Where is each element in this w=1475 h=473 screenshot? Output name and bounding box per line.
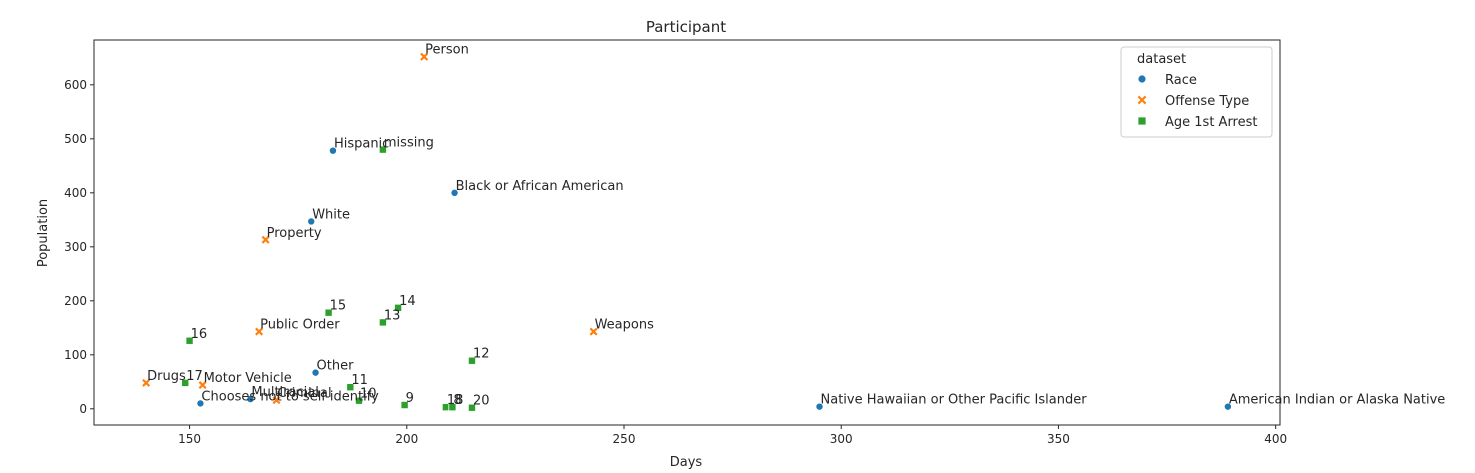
plot-frame [93, 39, 1281, 426]
offense-type-point [272, 396, 281, 405]
chart-title: Participant [646, 18, 726, 36]
age-1st-arrest-point [448, 403, 457, 412]
point-label: 16 [191, 327, 208, 342]
point-label: Property [267, 226, 322, 241]
age-1st-arrest-point [324, 308, 333, 317]
point-label: 8 [453, 393, 461, 408]
point-label: missing [384, 136, 434, 151]
point-label: 17 [186, 369, 203, 384]
x-tick-label: 150 [178, 432, 201, 446]
point-label: Native Hawaiian or Other Pacific Islande… [821, 393, 1088, 408]
point-label: Criminal [277, 386, 331, 401]
y-tick-label: 300 [64, 240, 87, 254]
offense-type-point [261, 235, 270, 244]
x-tick-label: 300 [830, 432, 853, 446]
point-label: 11 [351, 373, 368, 388]
age-1st-arrest-point [185, 336, 194, 345]
age-1st-arrest-point [355, 396, 364, 405]
offense-type-point [142, 378, 151, 387]
age-1st-arrest-point [394, 303, 403, 312]
legend-entry-label: Age 1st Arrest [1165, 115, 1258, 130]
y-axis-label: Population [36, 199, 51, 267]
point-label: 15 [330, 299, 347, 314]
race-point [450, 188, 459, 197]
point-label: Hispanic [334, 137, 389, 152]
legend-marker [1137, 95, 1147, 105]
x-tick-label: 400 [1264, 432, 1287, 446]
legend: dataset Race Offense Type Age 1st Arrest [1120, 46, 1273, 138]
point-label: 20 [473, 394, 490, 409]
offense-type-point [198, 381, 207, 390]
legend-marker [1137, 116, 1147, 126]
point-label: Person [425, 43, 469, 58]
point-label: Black or African American [456, 179, 624, 194]
point-label: Other [317, 359, 355, 374]
race-point [1223, 402, 1232, 411]
offense-type-point [589, 327, 598, 336]
y-tick-label: 500 [64, 132, 87, 146]
x-axis-label: Days [670, 455, 703, 470]
point-label: Chooses not to self-identify [201, 389, 379, 404]
age-1st-arrest-point [378, 145, 387, 154]
x-axis: 150 200 250 300 350 400 [178, 425, 1287, 446]
point-labels: Hispanic Black or African American White Ot… [147, 43, 1445, 409]
x-tick-label: 350 [1047, 432, 1070, 446]
y-tick-label: 0 [79, 402, 87, 416]
point-label: Public Order [260, 318, 340, 333]
point-label: 9 [406, 391, 414, 406]
point-label: Motor Vehicle [204, 371, 292, 386]
race-point [328, 146, 337, 155]
point-label: 12 [473, 347, 490, 362]
legend-entry-label: Race [1165, 73, 1197, 88]
plot-area [93, 39, 1281, 426]
legend-entry-label: Offense Type [1165, 94, 1249, 109]
y-tick-label: 200 [64, 294, 87, 308]
y-axis: 0 100 200 300 400 500 600 [64, 78, 94, 416]
race-point [307, 217, 316, 226]
point-label: 10 [360, 387, 377, 402]
race-point [311, 368, 320, 377]
age-1st-arrest-point [467, 356, 476, 365]
point-label: 13 [384, 308, 401, 323]
x-tick-label: 200 [395, 432, 418, 446]
age-1st-arrest-point [400, 401, 409, 410]
point-label: American Indian or Alaska Native [1229, 393, 1445, 408]
point-label: Multiracial [251, 385, 318, 400]
age-1st-arrest-point [467, 403, 476, 412]
race-point [246, 395, 255, 404]
point-label: Drugs [147, 369, 186, 384]
offense-type-point [420, 52, 429, 61]
y-tick-label: 400 [64, 186, 87, 200]
legend-marker [1137, 74, 1147, 84]
y-tick-label: 100 [64, 348, 87, 362]
age-1st-arrest-point [181, 378, 190, 387]
data-points [142, 52, 1232, 412]
point-label: Weapons [595, 318, 655, 333]
point-label: 18 [447, 393, 464, 408]
age-1st-arrest-point [346, 383, 355, 392]
race-point [196, 399, 205, 408]
age-1st-arrest-point [378, 318, 387, 327]
race-point [815, 402, 824, 411]
point-label: 14 [399, 294, 416, 309]
legend-title: dataset [1137, 52, 1186, 67]
y-tick-label: 600 [64, 78, 87, 92]
legend-box [1120, 46, 1273, 138]
x-tick-label: 250 [613, 432, 636, 446]
point-label: White [312, 207, 350, 222]
offense-type-point [255, 327, 264, 336]
